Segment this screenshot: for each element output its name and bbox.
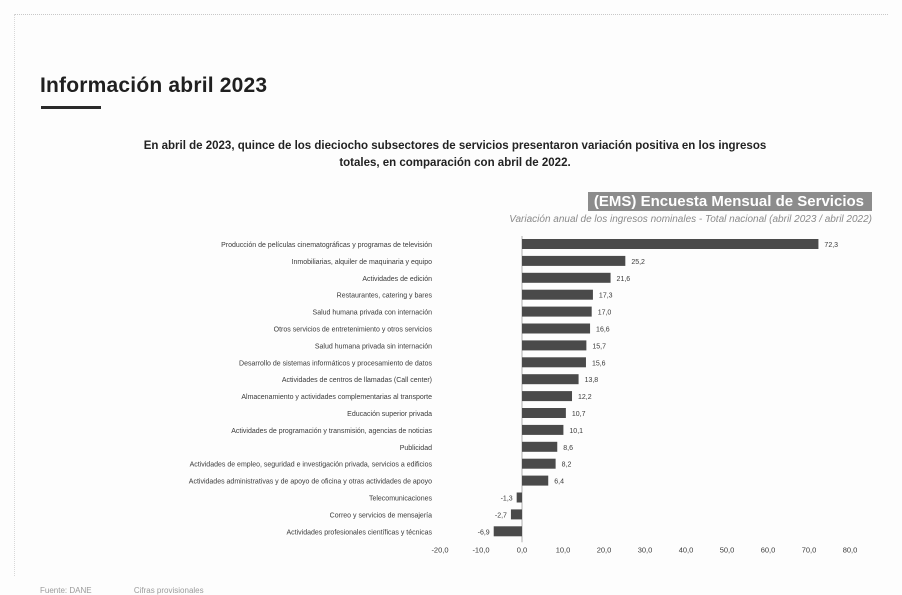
bar: [510, 509, 522, 520]
x-tick-label: 10,0: [556, 545, 571, 554]
bar: [522, 391, 573, 402]
data-label: -6,9: [478, 529, 490, 536]
bar: [522, 408, 566, 418]
category-label: Telecomunicaciones: [369, 496, 433, 503]
category-label: Almacenamiento y actividades complementa…: [241, 394, 432, 401]
bar: [522, 306, 592, 317]
footer-note: Cifras provisionales: [133, 586, 204, 595]
summary-line-1: En abril de 2023, quince de los diecioch…: [143, 140, 767, 152]
category-label: Actividades profesionales científicas y …: [286, 529, 432, 536]
left-border: [14, 14, 15, 576]
bar: [522, 255, 626, 266]
footer-source: Fuente: DANE: [40, 586, 92, 595]
data-label: 8,6: [563, 445, 573, 452]
summary-text: En abril de 2023, quince de los diecioch…: [30, 138, 880, 172]
category-label: Otros servicios de entretenimiento y otr…: [274, 327, 433, 334]
bar: [522, 239, 819, 249]
bar: [522, 357, 586, 368]
data-label: 72,3: [824, 242, 838, 249]
bar: [522, 475, 549, 486]
data-label: -1,3: [501, 496, 513, 503]
title-underline: [41, 106, 101, 109]
data-label: 10,1: [569, 428, 583, 435]
category-label: Correo y servicios de mensajería: [330, 512, 432, 519]
data-label: 21,6: [617, 276, 631, 283]
category-label: Salud humana privada con internación: [313, 310, 433, 317]
data-label: 17,0: [598, 310, 612, 317]
top-border: [14, 14, 888, 15]
bar: [493, 526, 522, 537]
data-label: 6,4: [554, 479, 564, 486]
data-label: 10,7: [572, 411, 586, 418]
footer: Fuente: DANE Cifras provisionales: [40, 586, 244, 595]
category-label: Actividades de empleo, seguridad e inves…: [190, 462, 433, 469]
bar: [516, 492, 522, 503]
bar: [522, 441, 558, 452]
x-tick-label: 0,0: [517, 545, 527, 554]
data-label: 13,8: [585, 377, 599, 384]
x-tick-label: 80,0: [843, 545, 858, 554]
x-tick-label: 30,0: [638, 545, 653, 554]
x-tick-label: 70,0: [802, 545, 817, 554]
page-title: Información abril 2023: [40, 74, 268, 97]
category-label: Actividades de edición: [362, 276, 432, 283]
summary-line-2: totales, en comparación con abril de 202…: [339, 157, 571, 169]
category-label: Restaurantes, catering y bares: [337, 293, 433, 300]
category-label: Actividades de programación y transmisió…: [231, 428, 432, 435]
category-label: Desarrollo de sistemas informáticos y pr…: [239, 360, 432, 367]
x-tick-label: -10,0: [472, 545, 489, 554]
category-label: Educación superior privada: [347, 411, 432, 418]
bar: [522, 289, 593, 300]
x-tick-label: -20,0: [431, 545, 448, 554]
x-tick-label: 60,0: [761, 545, 776, 554]
category-label: Publicidad: [400, 445, 432, 452]
category-label: Actividades administrativas y de apoyo d…: [189, 479, 432, 486]
category-label: Producción de películas cinematográficas…: [221, 242, 432, 249]
data-label: 12,2: [578, 394, 592, 401]
data-label: 16,6: [596, 327, 610, 334]
category-label: Actividades de centros de llamadas (Call…: [282, 377, 432, 384]
data-label: 25,2: [631, 259, 645, 266]
x-tick-label: 40,0: [679, 545, 694, 554]
chart-title: (EMS) Encuesta Mensual de Servicios: [587, 192, 872, 211]
category-label: Inmobiliarias, alquiler de maquinaria y …: [292, 259, 433, 266]
x-tick-label: 20,0: [597, 545, 612, 554]
data-label: 8,2: [562, 462, 572, 469]
data-label: 17,3: [599, 293, 613, 300]
chart-subtitle: Variación anual de los ingresos nominale…: [509, 214, 872, 225]
bar: [522, 458, 556, 469]
data-label: -2,7: [495, 512, 507, 519]
category-label: Salud humana privada sin internación: [315, 343, 432, 350]
x-tick-label: 50,0: [720, 545, 735, 554]
data-label: 15,6: [592, 360, 606, 367]
bar: [522, 340, 587, 351]
bar: [522, 323, 591, 334]
data-label: 15,7: [592, 343, 606, 350]
bar: [522, 424, 564, 435]
bar: [522, 272, 611, 283]
bar: [522, 374, 579, 385]
